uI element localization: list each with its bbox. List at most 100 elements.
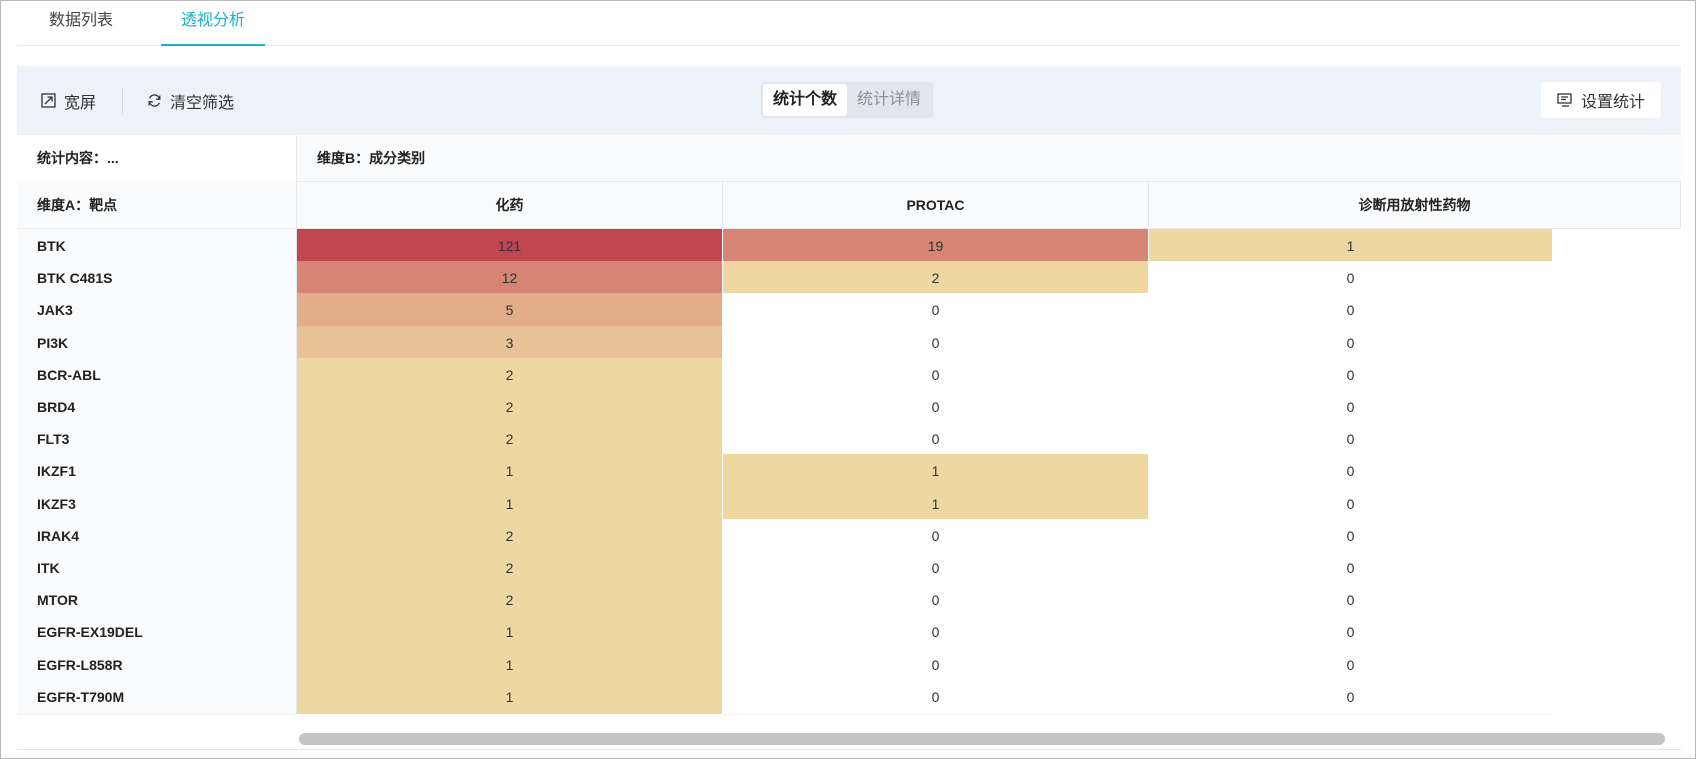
table-cell[interactable]: 121 <box>297 229 723 264</box>
table-cell[interactable]: 0 <box>1149 486 1553 522</box>
table-cell[interactable]: 1 <box>723 454 1149 490</box>
row-label: PI3K <box>17 325 297 361</box>
wide-screen-button[interactable]: 宽屏 <box>41 66 96 135</box>
row-label: EGFR-EX19DEL <box>17 615 297 651</box>
table-cell[interactable]: 1 <box>297 679 723 715</box>
table-cell[interactable]: 0 <box>1149 293 1553 329</box>
toolbar-divider <box>122 88 123 114</box>
table-cell[interactable]: 0 <box>723 647 1149 683</box>
settings-icon <box>1557 93 1572 107</box>
table-cell[interactable]: 2 <box>297 422 723 458</box>
segment-count[interactable]: 统计个数 <box>763 84 847 116</box>
table-cell[interactable]: 1 <box>297 454 723 490</box>
clear-filter-label: 清空筛选 <box>170 94 235 112</box>
table-cell[interactable]: 0 <box>1149 615 1553 651</box>
tab-bar: 数据列表 透视分析 <box>17 1 1681 46</box>
row-label: MTOR <box>17 583 297 619</box>
pivot-body: BTK 121 19 1 BTK C481S 12 2 0 JAK3 5 0 0 PI3K 3 0 0 BCR-… <box>17 229 1681 749</box>
table-cell[interactable]: 2 <box>297 390 723 425</box>
table-cell[interactable]: 0 <box>1149 261 1553 297</box>
row-label: IKZF1 <box>17 454 297 490</box>
table-cell[interactable]: 3 <box>297 325 723 361</box>
row-label: ITK <box>17 551 297 586</box>
row-label: BRD4 <box>17 390 297 425</box>
tab-data-list[interactable]: 数据列表 <box>48 12 113 29</box>
table-cell[interactable]: 0 <box>723 390 1149 425</box>
table-cell[interactable]: 0 <box>723 293 1149 329</box>
table-row: EGFR-EX19DEL 1 0 0 <box>17 615 1681 651</box>
table-row: EGFR-L858R 1 0 0 <box>17 647 1681 683</box>
table-cell[interactable]: 0 <box>723 422 1149 458</box>
table-cell[interactable]: 5 <box>297 293 723 329</box>
column-header: PROTAC <box>723 182 1149 229</box>
table-cell[interactable]: 2 <box>297 357 723 393</box>
horizontal-scroll-thumb[interactable] <box>299 733 1665 745</box>
table-cell[interactable]: 0 <box>723 679 1149 715</box>
table-cell[interactable]: 2 <box>297 583 723 619</box>
table-row: BRD4 2 0 0 <box>17 390 1681 425</box>
column-header: 诊断用放射性药物 <box>1149 182 1681 229</box>
set-statistics-label: 设置统计 <box>1580 94 1645 111</box>
stat-mode-segmented-control: 统计个数 统计详情 <box>761 82 933 118</box>
row-label: JAK3 <box>17 293 297 329</box>
table-row: BTK C481S 12 2 0 <box>17 261 1681 297</box>
clear-filter-button[interactable]: 清空筛选 <box>147 66 234 135</box>
table-cell[interactable]: 0 <box>1149 422 1553 458</box>
table-cell[interactable]: 0 <box>723 325 1149 361</box>
column-header: 化药 <box>297 182 723 229</box>
table-cell[interactable]: 2 <box>297 518 723 554</box>
table-cell[interactable]: 0 <box>723 615 1149 651</box>
row-label: IKZF3 <box>17 486 297 522</box>
row-label: EGFR-L858R <box>17 647 297 683</box>
table-cell[interactable]: 12 <box>297 261 723 297</box>
table-row: MTOR 2 0 0 <box>17 583 1681 619</box>
row-label: IRAK4 <box>17 518 297 554</box>
pivot-header-row-1: 统计内容：... 维度B：成分类别 <box>17 135 1681 182</box>
table-row: JAK3 5 0 0 <box>17 293 1681 329</box>
table-cell[interactable]: 0 <box>1149 390 1553 425</box>
table-row: BTK 121 19 1 <box>17 229 1681 264</box>
table-row: EGFR-T790M 1 0 0 <box>17 679 1681 715</box>
table-cell[interactable]: 2 <box>723 261 1149 297</box>
table-cell[interactable]: 19 <box>723 229 1149 264</box>
table-cell[interactable]: 0 <box>723 357 1149 393</box>
table-cell[interactable]: 0 <box>1149 647 1553 683</box>
row-label: EGFR-T790M <box>17 679 297 715</box>
table-cell[interactable]: 0 <box>1149 357 1553 393</box>
table-cell[interactable]: 0 <box>723 518 1149 554</box>
table-row: IKZF1 1 1 0 <box>17 454 1681 490</box>
stat-content-label[interactable]: 统计内容：... <box>17 135 297 182</box>
table-row: IKZF3 1 1 0 <box>17 486 1681 522</box>
table-cell[interactable]: 2 <box>297 551 723 586</box>
row-label: BTK C481S <box>17 261 297 297</box>
toolbar: 宽屏 清空筛选 统计个数 统计详情 设置统计 <box>17 66 1681 135</box>
dimension-b-label[interactable]: 维度B：成分类别 <box>317 150 426 166</box>
table-cell[interactable]: 0 <box>723 551 1149 586</box>
table-cell[interactable]: 0 <box>1149 518 1553 554</box>
table-cell[interactable]: 1 <box>1149 229 1553 264</box>
table-cell[interactable]: 1 <box>297 486 723 522</box>
row-label: FLT3 <box>17 422 297 458</box>
wide-screen-label: 宽屏 <box>64 94 97 112</box>
table-row: IRAK4 2 0 0 <box>17 518 1681 554</box>
row-label: BTK <box>17 229 297 264</box>
table-cell[interactable]: 0 <box>1149 551 1553 586</box>
table-cell[interactable]: 1 <box>723 486 1149 522</box>
expand-icon <box>41 93 56 108</box>
dimension-a-label[interactable]: 维度A：靶点 <box>17 182 297 229</box>
table-cell[interactable]: 1 <box>297 647 723 683</box>
table-cell[interactable]: 1 <box>297 615 723 651</box>
set-statistics-button[interactable]: 设置统计 <box>1540 82 1661 118</box>
table-row: FLT3 2 0 0 <box>17 422 1681 458</box>
table-cell[interactable]: 0 <box>1149 325 1553 361</box>
table-cell[interactable]: 0 <box>1149 454 1553 490</box>
segment-detail[interactable]: 统计详情 <box>857 91 922 108</box>
tab-pivot-analysis[interactable]: 透视分析 <box>161 1 265 46</box>
row-label: BCR-ABL <box>17 357 297 393</box>
table-cell[interactable]: 0 <box>1149 679 1553 715</box>
table-cell[interactable]: 0 <box>723 583 1149 619</box>
table-row: ITK 2 0 0 <box>17 551 1681 586</box>
table-row: PI3K 3 0 0 <box>17 325 1681 361</box>
table-cell[interactable]: 0 <box>1149 583 1553 619</box>
